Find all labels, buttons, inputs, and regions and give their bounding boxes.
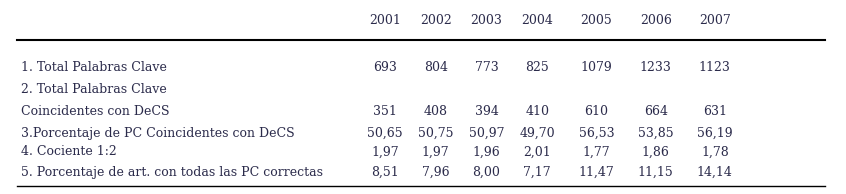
Text: 2007: 2007 — [699, 14, 731, 27]
Text: 1233: 1233 — [640, 61, 672, 74]
Text: 2001: 2001 — [369, 14, 401, 27]
Text: 1,77: 1,77 — [583, 145, 610, 158]
Text: 56,19: 56,19 — [697, 127, 733, 140]
Text: 2,01: 2,01 — [524, 145, 551, 158]
Text: 50,97: 50,97 — [469, 127, 504, 140]
Text: 410: 410 — [525, 105, 549, 118]
Text: 50,65: 50,65 — [367, 127, 403, 140]
Text: 2005: 2005 — [580, 14, 613, 27]
Text: 2002: 2002 — [420, 14, 452, 27]
Text: 773: 773 — [475, 61, 498, 74]
Text: 2006: 2006 — [640, 14, 672, 27]
Text: 351: 351 — [373, 105, 397, 118]
Text: 11,15: 11,15 — [638, 165, 673, 178]
Text: Coincidentes con DeCS: Coincidentes con DeCS — [21, 105, 170, 118]
Text: 7,96: 7,96 — [422, 165, 449, 178]
Text: 825: 825 — [525, 61, 549, 74]
Text: 1,78: 1,78 — [701, 145, 728, 158]
Text: 2004: 2004 — [521, 14, 553, 27]
Text: 2. Total Palabras Clave: 2. Total Palabras Clave — [21, 83, 167, 96]
Text: 1,86: 1,86 — [642, 145, 669, 158]
Text: 5. Porcentaje de art. con todas las PC correctas: 5. Porcentaje de art. con todas las PC c… — [21, 165, 323, 178]
Text: 1,97: 1,97 — [422, 145, 449, 158]
Text: 631: 631 — [703, 105, 727, 118]
Text: 50,75: 50,75 — [418, 127, 453, 140]
Text: 408: 408 — [424, 105, 448, 118]
Text: 693: 693 — [373, 61, 397, 74]
Text: 53,85: 53,85 — [638, 127, 673, 140]
Text: 1. Total Palabras Clave: 1. Total Palabras Clave — [21, 61, 167, 74]
Text: 394: 394 — [475, 105, 498, 118]
Text: 1079: 1079 — [580, 61, 613, 74]
Text: 11,47: 11,47 — [579, 165, 614, 178]
Text: 49,70: 49,70 — [519, 127, 555, 140]
Text: 804: 804 — [424, 61, 448, 74]
Text: 56,53: 56,53 — [579, 127, 614, 140]
Text: 7,17: 7,17 — [524, 165, 551, 178]
Text: 3.Porcentaje de PC Coincidentes con DeCS: 3.Porcentaje de PC Coincidentes con DeCS — [21, 127, 294, 140]
Text: 664: 664 — [644, 105, 667, 118]
Text: 8,00: 8,00 — [473, 165, 500, 178]
Text: 1,97: 1,97 — [371, 145, 398, 158]
Text: 1,96: 1,96 — [473, 145, 500, 158]
Text: 1123: 1123 — [699, 61, 731, 74]
Text: 14,14: 14,14 — [697, 165, 733, 178]
Text: 2003: 2003 — [470, 14, 503, 27]
Text: 4. Cociente 1:2: 4. Cociente 1:2 — [21, 145, 117, 158]
Text: 8,51: 8,51 — [371, 165, 398, 178]
Text: 610: 610 — [585, 105, 608, 118]
